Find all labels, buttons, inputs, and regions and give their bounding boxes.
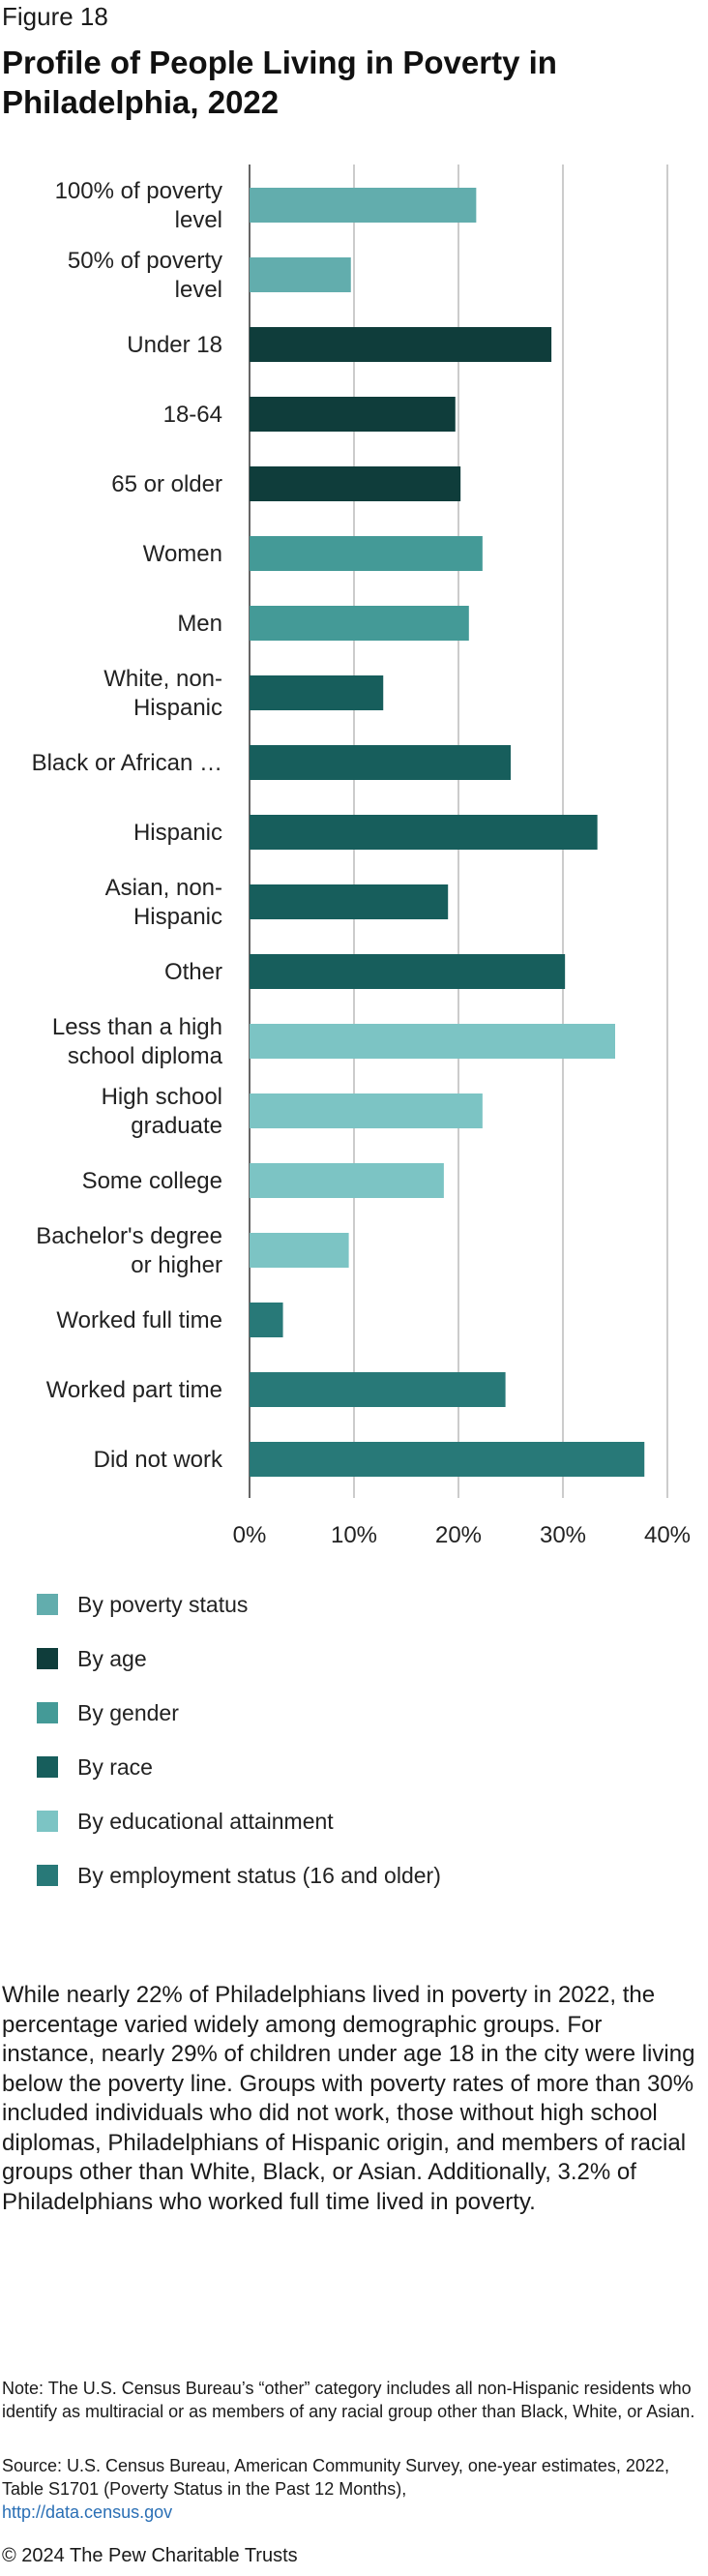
- category-label: Bachelor's degree or higher: [36, 1223, 222, 1278]
- category-label: White, non-Hispanic: [103, 666, 222, 721]
- bar: [250, 1303, 283, 1337]
- bar: [250, 466, 461, 501]
- bar-chart: 0% 10% 20% 30% 40% 100% of poverty level 50% of…: [32, 165, 691, 1548]
- chart-note: Note: The U.S. Census Bureau’s “other” c…: [2, 2379, 695, 2421]
- legend-swatch: [37, 1756, 58, 1778]
- bar: [250, 257, 351, 292]
- x-tick-label: 30%: [540, 1522, 586, 1548]
- category-label: Some college: [82, 1168, 222, 1194]
- x-tick-label: 0%: [233, 1522, 267, 1548]
- source-text: Source: U.S. Census Bureau, American Com…: [2, 2456, 669, 2499]
- category-label: 65 or older: [111, 471, 222, 497]
- bar: [250, 815, 598, 850]
- bar: [250, 397, 456, 432]
- legend-label: By gender: [77, 1699, 179, 1725]
- chart-title: Profile of People Living in Poverty in P…: [2, 45, 557, 120]
- legend-item: By race: [37, 1740, 441, 1794]
- legend-label: By employment status (16 and older): [77, 1862, 441, 1888]
- bar: [250, 1442, 645, 1477]
- legend-item: By poverty status: [37, 1577, 441, 1632]
- bar: [250, 1163, 444, 1198]
- x-tick-label: 20%: [435, 1522, 482, 1548]
- category-label: Men: [177, 611, 222, 637]
- bar: [250, 188, 477, 223]
- bar: [250, 954, 566, 989]
- copyright-notice: © 2024 The Pew Charitable Trusts: [2, 2545, 298, 2566]
- figure-label: Figure 18: [2, 2, 108, 31]
- legend-item: By gender: [37, 1686, 441, 1740]
- legend-swatch: [37, 1702, 58, 1723]
- category-label: Other: [164, 959, 222, 985]
- source-link[interactable]: http://data.census.gov: [2, 2502, 173, 2522]
- legend-label: By poverty status: [77, 1591, 249, 1617]
- category-label: High school graduate: [102, 1084, 222, 1139]
- legend-item: By age: [37, 1632, 441, 1686]
- category-label: Worked full time: [56, 1307, 222, 1333]
- bar: [250, 1372, 506, 1407]
- bar: [250, 1024, 615, 1059]
- category-label: Black or African …: [32, 750, 222, 776]
- body-paragraph: While nearly 22% of Philadelphians lived…: [2, 1982, 695, 2215]
- bar: [250, 606, 469, 641]
- category-label: 18-64: [163, 402, 222, 428]
- category-label: Women: [143, 541, 222, 567]
- bar: [250, 327, 552, 362]
- chart-legend: By poverty status By age By gender By race B…: [37, 1577, 441, 1902]
- category-label: Did not work: [94, 1447, 223, 1473]
- bar: [250, 884, 449, 919]
- legend-swatch: [37, 1865, 58, 1886]
- x-tick-label: 10%: [331, 1522, 377, 1548]
- legend-item: By employment status (16 and older): [37, 1848, 441, 1902]
- bar: [250, 745, 511, 780]
- category-label: Hispanic: [133, 820, 222, 846]
- bar: [250, 1093, 483, 1128]
- bar: [250, 675, 384, 710]
- legend-swatch: [37, 1648, 58, 1669]
- legend-swatch: [37, 1811, 58, 1832]
- chart-source: Source: U.S. Census Bureau, American Com…: [2, 2454, 698, 2524]
- legend-label: By age: [77, 1645, 147, 1671]
- category-label: 100% of poverty level: [55, 178, 222, 233]
- bar: [250, 536, 483, 571]
- legend-swatch: [37, 1594, 58, 1615]
- category-label: Asian, non-Hispanic: [105, 875, 222, 930]
- category-label: Worked part time: [46, 1377, 222, 1403]
- legend-item: By educational attainment: [37, 1794, 441, 1848]
- category-label: 50% of poverty level: [68, 248, 222, 303]
- bar: [250, 1233, 349, 1268]
- x-tick-label: 40%: [644, 1522, 691, 1548]
- category-label: Less than a high school diploma: [52, 1014, 223, 1069]
- legend-label: By race: [77, 1753, 153, 1780]
- category-label: Under 18: [127, 332, 222, 358]
- legend-label: By educational attainment: [77, 1808, 334, 1834]
